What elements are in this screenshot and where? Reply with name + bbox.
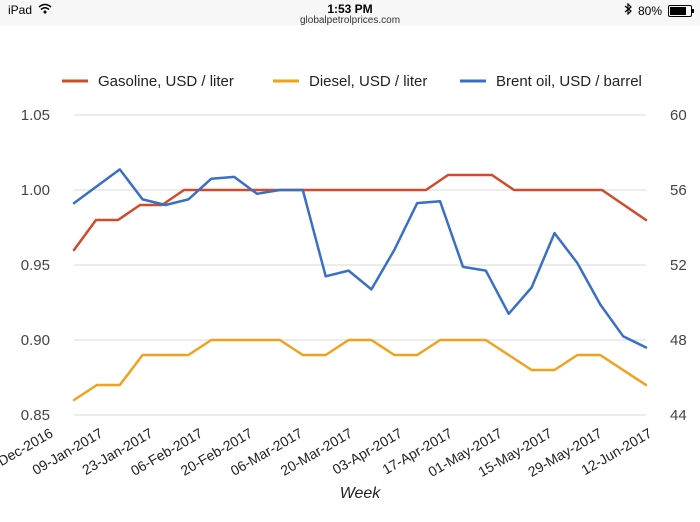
y-left-tick-label: 1.05 [21, 107, 50, 124]
y-right-tick-label: 60 [670, 107, 687, 124]
gridlines [74, 114, 646, 416]
y-left-tick-label: 0.95 [21, 257, 50, 274]
y-right-tick-label: 56 [670, 182, 687, 199]
x-axis-title: Week [340, 485, 382, 502]
legend-label: Brent oil, USD / barrel [496, 73, 642, 90]
battery-icon [668, 4, 694, 17]
brent-oil-line [72, 168, 648, 349]
legend-label: Gasoline, USD / liter [98, 73, 234, 90]
line-chart: Gasoline, USD / liter Diesel, USD / liter… [0, 73, 687, 502]
y-axis-left: 0.85 0.90 0.95 1.00 1.05 [21, 107, 50, 424]
x-axis: 26-Dec-201609-Jan-201723-Jan-201706-Feb-… [0, 425, 655, 480]
series-lines [72, 168, 648, 402]
status-left: iPad [8, 3, 52, 17]
y-right-tick-label: 52 [670, 257, 687, 274]
legend: Gasoline, USD / liter Diesel, USD / liter… [62, 73, 642, 90]
diesel-line [72, 338, 648, 402]
bluetooth-icon [624, 2, 632, 18]
status-bar: iPad 1:53 PM globalpetrolprices.com 80% [0, 0, 700, 26]
legend-label: Diesel, USD / liter [309, 73, 427, 90]
y-left-tick-label: 0.90 [21, 332, 50, 349]
battery-percent: 80% [637, 3, 662, 18]
wifi-icon [38, 3, 52, 17]
device-name: iPad [8, 3, 33, 17]
y-right-tick-label: 44 [670, 407, 687, 424]
gasoline-line [72, 173, 648, 252]
battery-level [670, 6, 686, 15]
y-left-tick-label: 1.00 [21, 182, 50, 199]
status-right: 80% [624, 2, 694, 18]
clock: 1:53 PM [327, 2, 373, 16]
y-axis-right: 44 48 52 56 60 [670, 107, 687, 424]
page-url[interactable]: globalpetrolprices.com [299, 15, 401, 26]
y-right-tick-label: 48 [670, 332, 687, 349]
y-left-tick-label: 0.85 [21, 407, 50, 424]
